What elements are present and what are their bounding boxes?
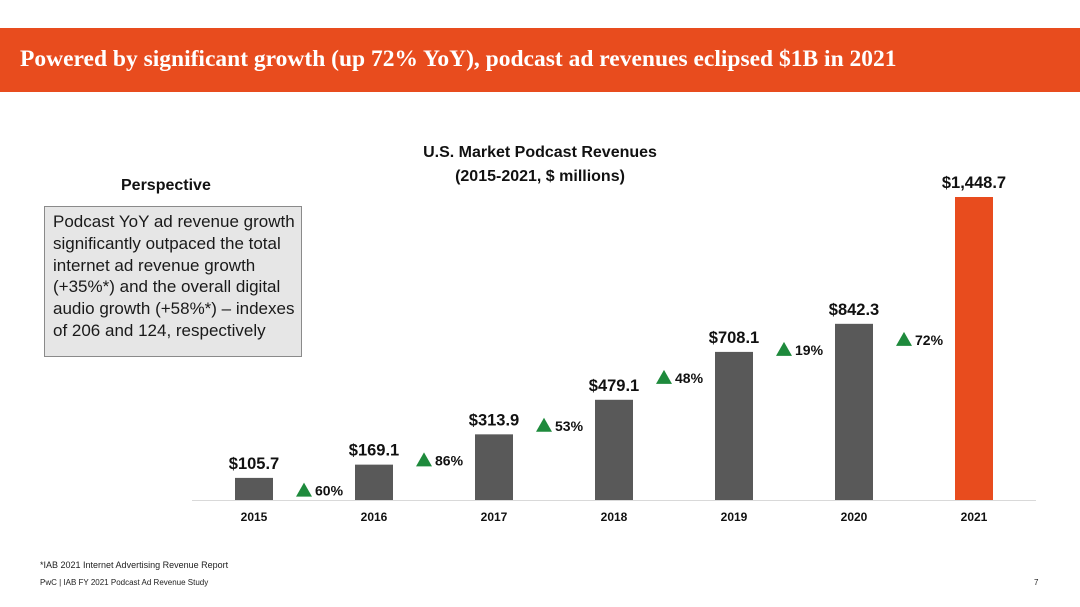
bar-value-label: $479.1 [589,377,639,395]
bar [835,323,873,500]
footnote: *IAB 2021 Internet Advertising Revenue R… [40,560,229,570]
footer-source: PwC | IAB FY 2021 Podcast Ad Revenue Stu… [40,578,209,587]
x-tick-label: 2016 [361,510,388,524]
growth-label: 60% [315,483,344,499]
page-number: 7 [1034,578,1039,587]
growth-label: 19% [795,342,824,358]
header-bar [0,28,1080,92]
bar-value-label: $313.9 [469,411,519,429]
bar-value-label: $1,448.7 [942,174,1006,192]
bar [595,399,633,500]
bar [355,464,393,500]
growth-up-arrow-icon [296,482,312,497]
growth-up-arrow-icon [896,331,912,346]
bar-value-label: $708.1 [709,329,759,347]
perspective-box: Podcast YoY ad revenue growth significan… [44,206,302,357]
perspective-text: Podcast YoY ad revenue growth significan… [53,212,295,340]
bar [475,434,513,500]
bar [955,197,993,500]
growth-label: 48% [675,370,704,386]
growth-up-arrow-icon [536,417,552,432]
x-tick-label: 2017 [481,510,508,524]
bar-value-label: $842.3 [829,301,879,319]
x-tick-label: 2021 [961,510,988,524]
growth-label: 53% [555,418,584,434]
growth-label: 86% [435,452,464,468]
growth-up-arrow-icon [416,452,432,467]
growth-up-arrow-icon [776,341,792,356]
chart-title: U.S. Market Podcast Revenues [423,144,657,161]
bar [715,351,753,500]
bar [235,477,273,500]
x-tick-label: 2019 [721,510,748,524]
chart-subtitle: (2015-2021, $ millions) [455,168,625,185]
perspective-title: Perspective [121,177,211,194]
x-tick-label: 2020 [841,510,868,524]
x-tick-label: 2018 [601,510,628,524]
growth-label: 72% [915,332,944,348]
bar-value-label: $169.1 [349,442,399,460]
page-title: Powered by significant growth (up 72% Yo… [20,46,897,72]
growth-up-arrow-icon [656,369,672,384]
x-tick-label: 2015 [241,510,268,524]
bar-value-label: $105.7 [229,455,279,473]
